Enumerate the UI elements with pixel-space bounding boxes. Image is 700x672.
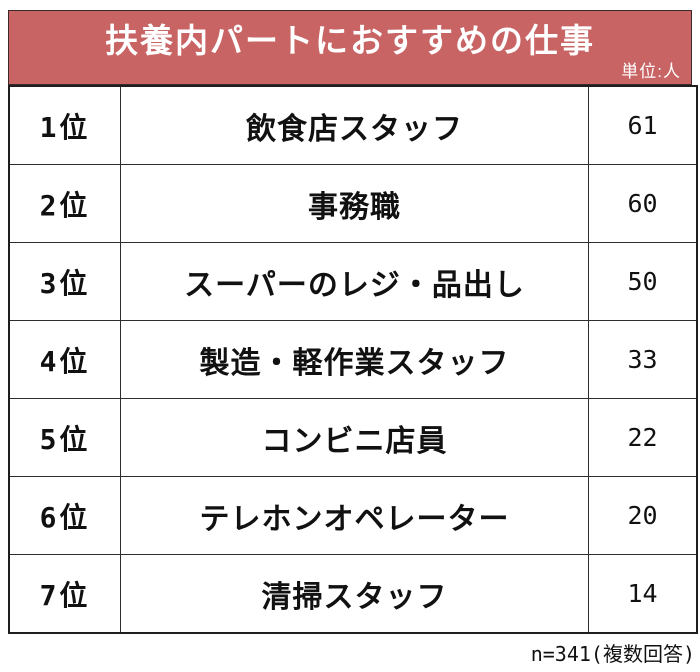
rank-cell: 1位 xyxy=(8,85,121,165)
table-row: 4位 製造・軽作業スタッフ 33 xyxy=(8,320,698,399)
page-title: 扶養内パートにおすすめの仕事 xyxy=(105,22,595,59)
rank-cell: 6位 xyxy=(8,476,121,555)
job-cell: 清掃スタッフ xyxy=(120,554,589,634)
job-cell: コンビニ店員 xyxy=(120,398,589,477)
rank-cell: 3位 xyxy=(8,242,121,321)
rank-cell: 4位 xyxy=(8,320,121,399)
sample-size-note: n=341(複数回答) xyxy=(530,642,695,666)
count-cell: 22 xyxy=(588,398,698,477)
table-row: 1位 飲食店スタッフ 61 xyxy=(8,85,698,165)
count-cell: 20 xyxy=(588,476,698,555)
count-cell: 60 xyxy=(588,164,698,243)
count-cell: 61 xyxy=(588,85,698,165)
job-cell: 事務職 xyxy=(120,164,589,243)
table-row: 2位 事務職 60 xyxy=(8,164,698,243)
job-cell: 製造・軽作業スタッフ xyxy=(120,320,589,399)
job-cell: スーパーのレジ・品出し xyxy=(120,242,589,321)
job-cell: テレホンオペレーター xyxy=(120,476,589,555)
ranking-table: 1位 飲食店スタッフ 61 2位 事務職 60 3位 スーパーのレジ・品出し 5… xyxy=(8,85,698,634)
table-row: 5位 コンビニ店員 22 xyxy=(8,398,698,477)
count-cell: 14 xyxy=(588,554,698,634)
header-banner: 扶養内パートにおすすめの仕事 単位:人 xyxy=(8,10,692,85)
rank-cell: 7位 xyxy=(8,554,121,634)
count-cell: 50 xyxy=(588,242,698,321)
rank-cell: 5位 xyxy=(8,398,121,477)
table-row: 6位 テレホンオペレーター 20 xyxy=(8,476,698,555)
table-row: 7位 清掃スタッフ 14 xyxy=(8,554,698,634)
table-row: 3位 スーパーのレジ・品出し 50 xyxy=(8,242,698,321)
job-cell: 飲食店スタッフ xyxy=(120,85,589,165)
count-cell: 33 xyxy=(588,320,698,399)
unit-label: 単位:人 xyxy=(621,62,681,81)
rank-cell: 2位 xyxy=(8,164,121,243)
